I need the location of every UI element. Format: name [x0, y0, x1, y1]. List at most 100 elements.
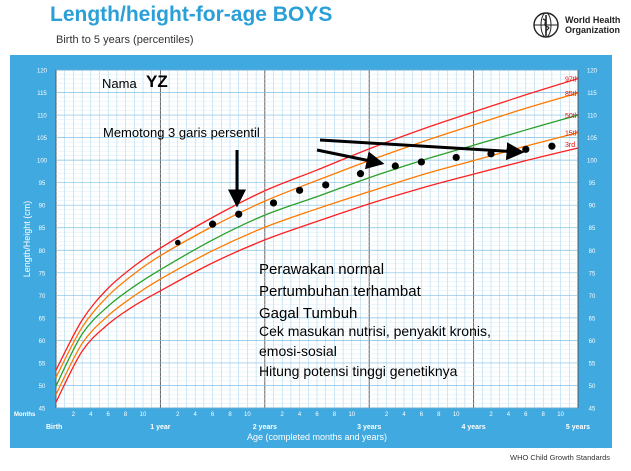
grid-lines: [55, 69, 579, 409]
month-tick-label: 2: [176, 412, 180, 418]
y-tick-label-left: 80: [39, 249, 46, 255]
y-tick-label-right: 75: [589, 271, 596, 277]
who-name-line2: Organization: [565, 25, 621, 35]
y-tick-label-right: 50: [589, 384, 596, 390]
y-tick-label-right: 45: [589, 407, 596, 413]
y-tick-label-right: 110: [587, 114, 597, 120]
chart-subtitle: Birth to 5 years (percentiles): [56, 34, 194, 46]
patient-data-point: [269, 199, 278, 207]
patient-name-prefix: Nama: [102, 76, 137, 91]
month-tick-label: 8: [333, 412, 337, 418]
percentile-curve-15th: [55, 132, 579, 395]
y-tick-label-left: 60: [39, 339, 46, 345]
y-tick-label-right: 115: [587, 91, 597, 97]
month-tick-label: 10: [244, 412, 251, 418]
month-tick-label: 2: [72, 412, 76, 418]
x-axis-label: Age (completed months and years): [247, 432, 387, 442]
percentile-curve-50th: [55, 114, 579, 387]
patient-data-point: [417, 158, 425, 166]
month-tick-label: 8: [542, 412, 546, 418]
assessment-note: Hitung potensi tinggi genetiknya: [259, 363, 458, 379]
patient-data-point: [391, 162, 399, 170]
patient-data-point: [175, 239, 181, 246]
month-tick-label: 10: [453, 412, 460, 418]
percentile-curve-97th: [55, 77, 579, 371]
year-tick-label: 4 years: [462, 424, 486, 431]
year-tick-label: 1 year: [150, 424, 171, 431]
month-tick-label: 4: [89, 412, 93, 418]
y-tick-label-right: 120: [587, 69, 598, 75]
month-tick-label: 8: [228, 412, 232, 418]
y-tick-label-left: 120: [37, 69, 48, 75]
month-tick-label: 4: [298, 412, 302, 418]
y-tick-label-left: 110: [37, 114, 47, 120]
month-tick-label: 4: [402, 412, 406, 418]
y-tick-label-left: 65: [39, 316, 46, 322]
y-tick-label-left: 55: [39, 361, 46, 367]
year-tick-label: 5 years: [566, 424, 590, 431]
y-tick-label-left: 105: [37, 136, 48, 142]
y-tick-label-left: 45: [39, 407, 46, 413]
y-tick-label-left: 95: [39, 181, 46, 187]
y-axis-label: Length/Height (cm): [22, 201, 32, 278]
percentile-curve-85th: [55, 92, 579, 378]
who-emblem-icon: [533, 12, 559, 38]
percentile-curve-3rd: [55, 147, 579, 403]
footer-source: WHO Child Growth Standards: [510, 453, 611, 462]
crossing-note: Memotong 3 garis persentil: [103, 125, 260, 140]
y-tick-label-left: 115: [37, 91, 47, 97]
month-tick-label: 8: [124, 412, 128, 418]
percentile-label-85th: 85th: [565, 91, 579, 98]
month-tick-label: 10: [348, 412, 355, 418]
patient-name: YZ: [146, 72, 168, 91]
y-tick-label-right: 65: [589, 316, 596, 322]
month-tick-label: 4: [507, 412, 511, 418]
who-logo-block: World Health Organization: [532, 11, 628, 41]
month-tick-label: 6: [107, 412, 111, 418]
year-tick-label: Birth: [46, 424, 62, 431]
y-tick-label-left: 90: [39, 204, 46, 210]
y-tick-label-right: 80: [589, 249, 596, 255]
percentile-label-97th: 97th: [565, 77, 579, 84]
assessment-note: emosi-sosial: [259, 343, 337, 359]
y-tick-label-right: 90: [589, 204, 596, 210]
year-tick-label: 2 years: [253, 424, 277, 431]
y-tick-label-right: 95: [589, 181, 596, 187]
year-tick-label: 3 years: [357, 424, 381, 431]
y-tick-label-right: 85: [589, 226, 596, 232]
y-tick-label-right: 70: [589, 294, 596, 300]
patient-data-point: [548, 142, 556, 150]
month-tick-label: 6: [420, 412, 424, 418]
y-tick-label-left: 75: [39, 271, 46, 277]
chart-title: Length/height-for-age BOYS: [50, 3, 333, 26]
month-tick-label: 6: [524, 412, 528, 418]
month-tick-label: 2: [385, 412, 389, 418]
patient-data-point: [235, 210, 243, 218]
patient-data-point: [356, 170, 365, 178]
patient-data-point: [452, 153, 460, 162]
patient-data-point: [322, 181, 330, 189]
month-tick-label: 10: [557, 412, 564, 418]
assessment-note: Cek masukan nutrisi, penyakit kronis,: [259, 323, 491, 339]
month-tick-label: 4: [194, 412, 198, 418]
y-tick-label-right: 105: [587, 136, 598, 142]
y-tick-label-left: 70: [39, 294, 46, 300]
month-tick-label: 2: [281, 412, 285, 418]
y-tick-label-left: 85: [39, 226, 46, 232]
month-tick-label: 2: [489, 412, 493, 418]
month-tick-label: 6: [315, 412, 319, 418]
y-tick-label-left: 50: [39, 384, 46, 390]
assessment-note: Gagal Tumbuh: [259, 305, 357, 322]
patient-data-point: [209, 220, 217, 228]
assessment-note: Perawakan normal: [259, 261, 384, 278]
y-tick-label-right: 55: [589, 361, 596, 367]
percentile-label-50th: 50th: [565, 113, 579, 120]
y-tick-label-left: 100: [37, 159, 48, 165]
percentile-label-3rd: 3rd: [565, 142, 575, 149]
month-tick-label: 10: [140, 412, 147, 418]
months-row-label: Months: [14, 412, 36, 418]
arrow-to-end: [319, 138, 525, 161]
patient-data-point: [487, 150, 495, 158]
y-tick-label-right: 60: [589, 339, 596, 345]
